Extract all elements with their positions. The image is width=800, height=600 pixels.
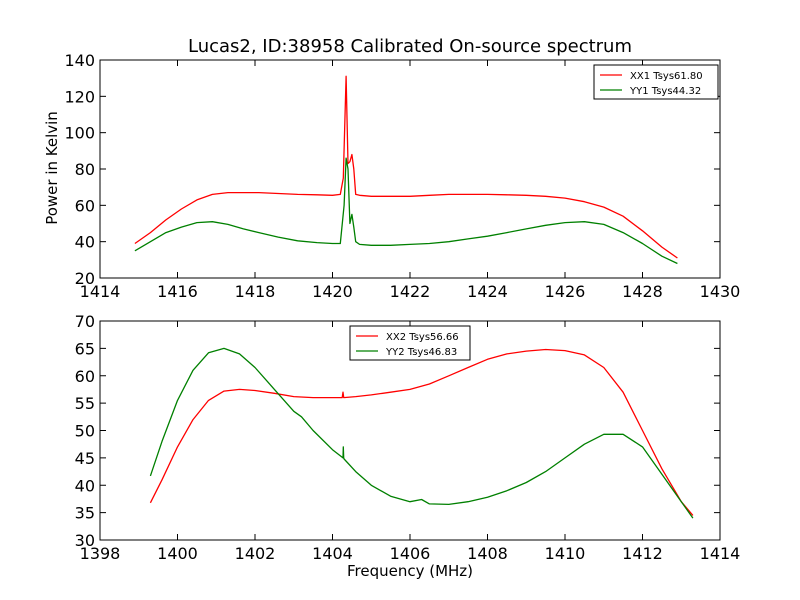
legend-label-top-1: YY1 Tsys44.32 bbox=[629, 86, 701, 97]
y-tick-label-top-5: 120 bbox=[64, 87, 95, 106]
x-tick-label-top-1: 1416 bbox=[157, 282, 198, 301]
x-tick-label-bottom-0: 1398 bbox=[80, 544, 121, 563]
series-line-top-0 bbox=[134, 75, 678, 259]
x-tick-label-bottom-3: 1404 bbox=[312, 544, 353, 563]
y-tick-label-bottom-1: 35 bbox=[75, 504, 95, 523]
chart-top: 1414 1416 1418 1420 1422 1424 1426 1428 1430 20 40… bbox=[64, 51, 740, 301]
y-tick-label-top-4: 100 bbox=[64, 124, 95, 143]
x-tick-label-top-4: 1422 bbox=[390, 282, 431, 301]
x-axis-title-bottom: Frequency (MHz) bbox=[347, 562, 473, 580]
legend-label-top-0: XX1 Tsys61.80 bbox=[630, 71, 703, 82]
series-line-bottom-1 bbox=[149, 347, 694, 519]
x-tick-label-bottom-4: 1406 bbox=[390, 544, 431, 563]
x-tick-label-bottom-5: 1408 bbox=[467, 544, 508, 563]
x-tick-label-bottom-7: 1412 bbox=[622, 544, 663, 563]
legend-label-bottom-1: YY2 Tsys46.83 bbox=[385, 347, 457, 358]
y-tick-label-bottom-4: 50 bbox=[75, 422, 95, 441]
series-line-bottom-0 bbox=[149, 348, 694, 516]
legend-box-top bbox=[593, 64, 719, 100]
plot-frame-top bbox=[99, 59, 721, 279]
x-tick-label-top-7: 1428 bbox=[622, 282, 663, 301]
x-tick-label-bottom-2: 1402 bbox=[235, 544, 276, 563]
y-tick-label-top-2: 60 bbox=[75, 196, 95, 215]
y-tick-label-bottom-2: 40 bbox=[75, 476, 95, 495]
series-line-top-1 bbox=[134, 157, 678, 265]
y-tick-label-top-6: 140 bbox=[64, 51, 95, 70]
y-tick-label-bottom-6: 60 bbox=[75, 367, 95, 386]
x-tick-label-top-6: 1426 bbox=[545, 282, 586, 301]
y-tick-label-top-1: 40 bbox=[75, 233, 95, 252]
y-tick-label-bottom-8: 70 bbox=[75, 312, 95, 331]
x-tick-label-bottom-8: 1414 bbox=[700, 544, 741, 563]
plot-frame-bottom bbox=[99, 320, 721, 541]
x-tick-label-top-8: 1430 bbox=[700, 282, 741, 301]
chart-bottom: 1398 1400 1402 1404 1406 1408 1410 1412 1414 30 35… bbox=[75, 312, 741, 563]
y-tick-label-top-0: 20 bbox=[75, 269, 95, 288]
x-tick-label-top-5: 1424 bbox=[467, 282, 508, 301]
y-tick-label-bottom-3: 45 bbox=[75, 449, 95, 468]
x-tick-label-bottom-1: 1400 bbox=[157, 544, 198, 563]
x-tick-label-top-2: 1418 bbox=[235, 282, 276, 301]
y-tick-label-bottom-0: 30 bbox=[75, 531, 95, 550]
y-tick-label-bottom-5: 55 bbox=[75, 394, 95, 413]
y-tick-label-top-3: 80 bbox=[75, 160, 95, 179]
x-tick-label-top-3: 1420 bbox=[312, 282, 353, 301]
chart-title: Lucas2, ID:38958 Calibrated On-source sp… bbox=[188, 36, 632, 57]
y-tick-label-bottom-7: 65 bbox=[75, 339, 95, 358]
legend-label-bottom-0: XX2 Tsys56.66 bbox=[386, 332, 459, 343]
legend-box-bottom bbox=[349, 325, 471, 361]
x-tick-label-bottom-6: 1410 bbox=[545, 544, 586, 563]
y-axis-title-top: Power in Kelvin bbox=[43, 111, 61, 225]
x-tick-label-top-0: 1414 bbox=[80, 282, 121, 301]
